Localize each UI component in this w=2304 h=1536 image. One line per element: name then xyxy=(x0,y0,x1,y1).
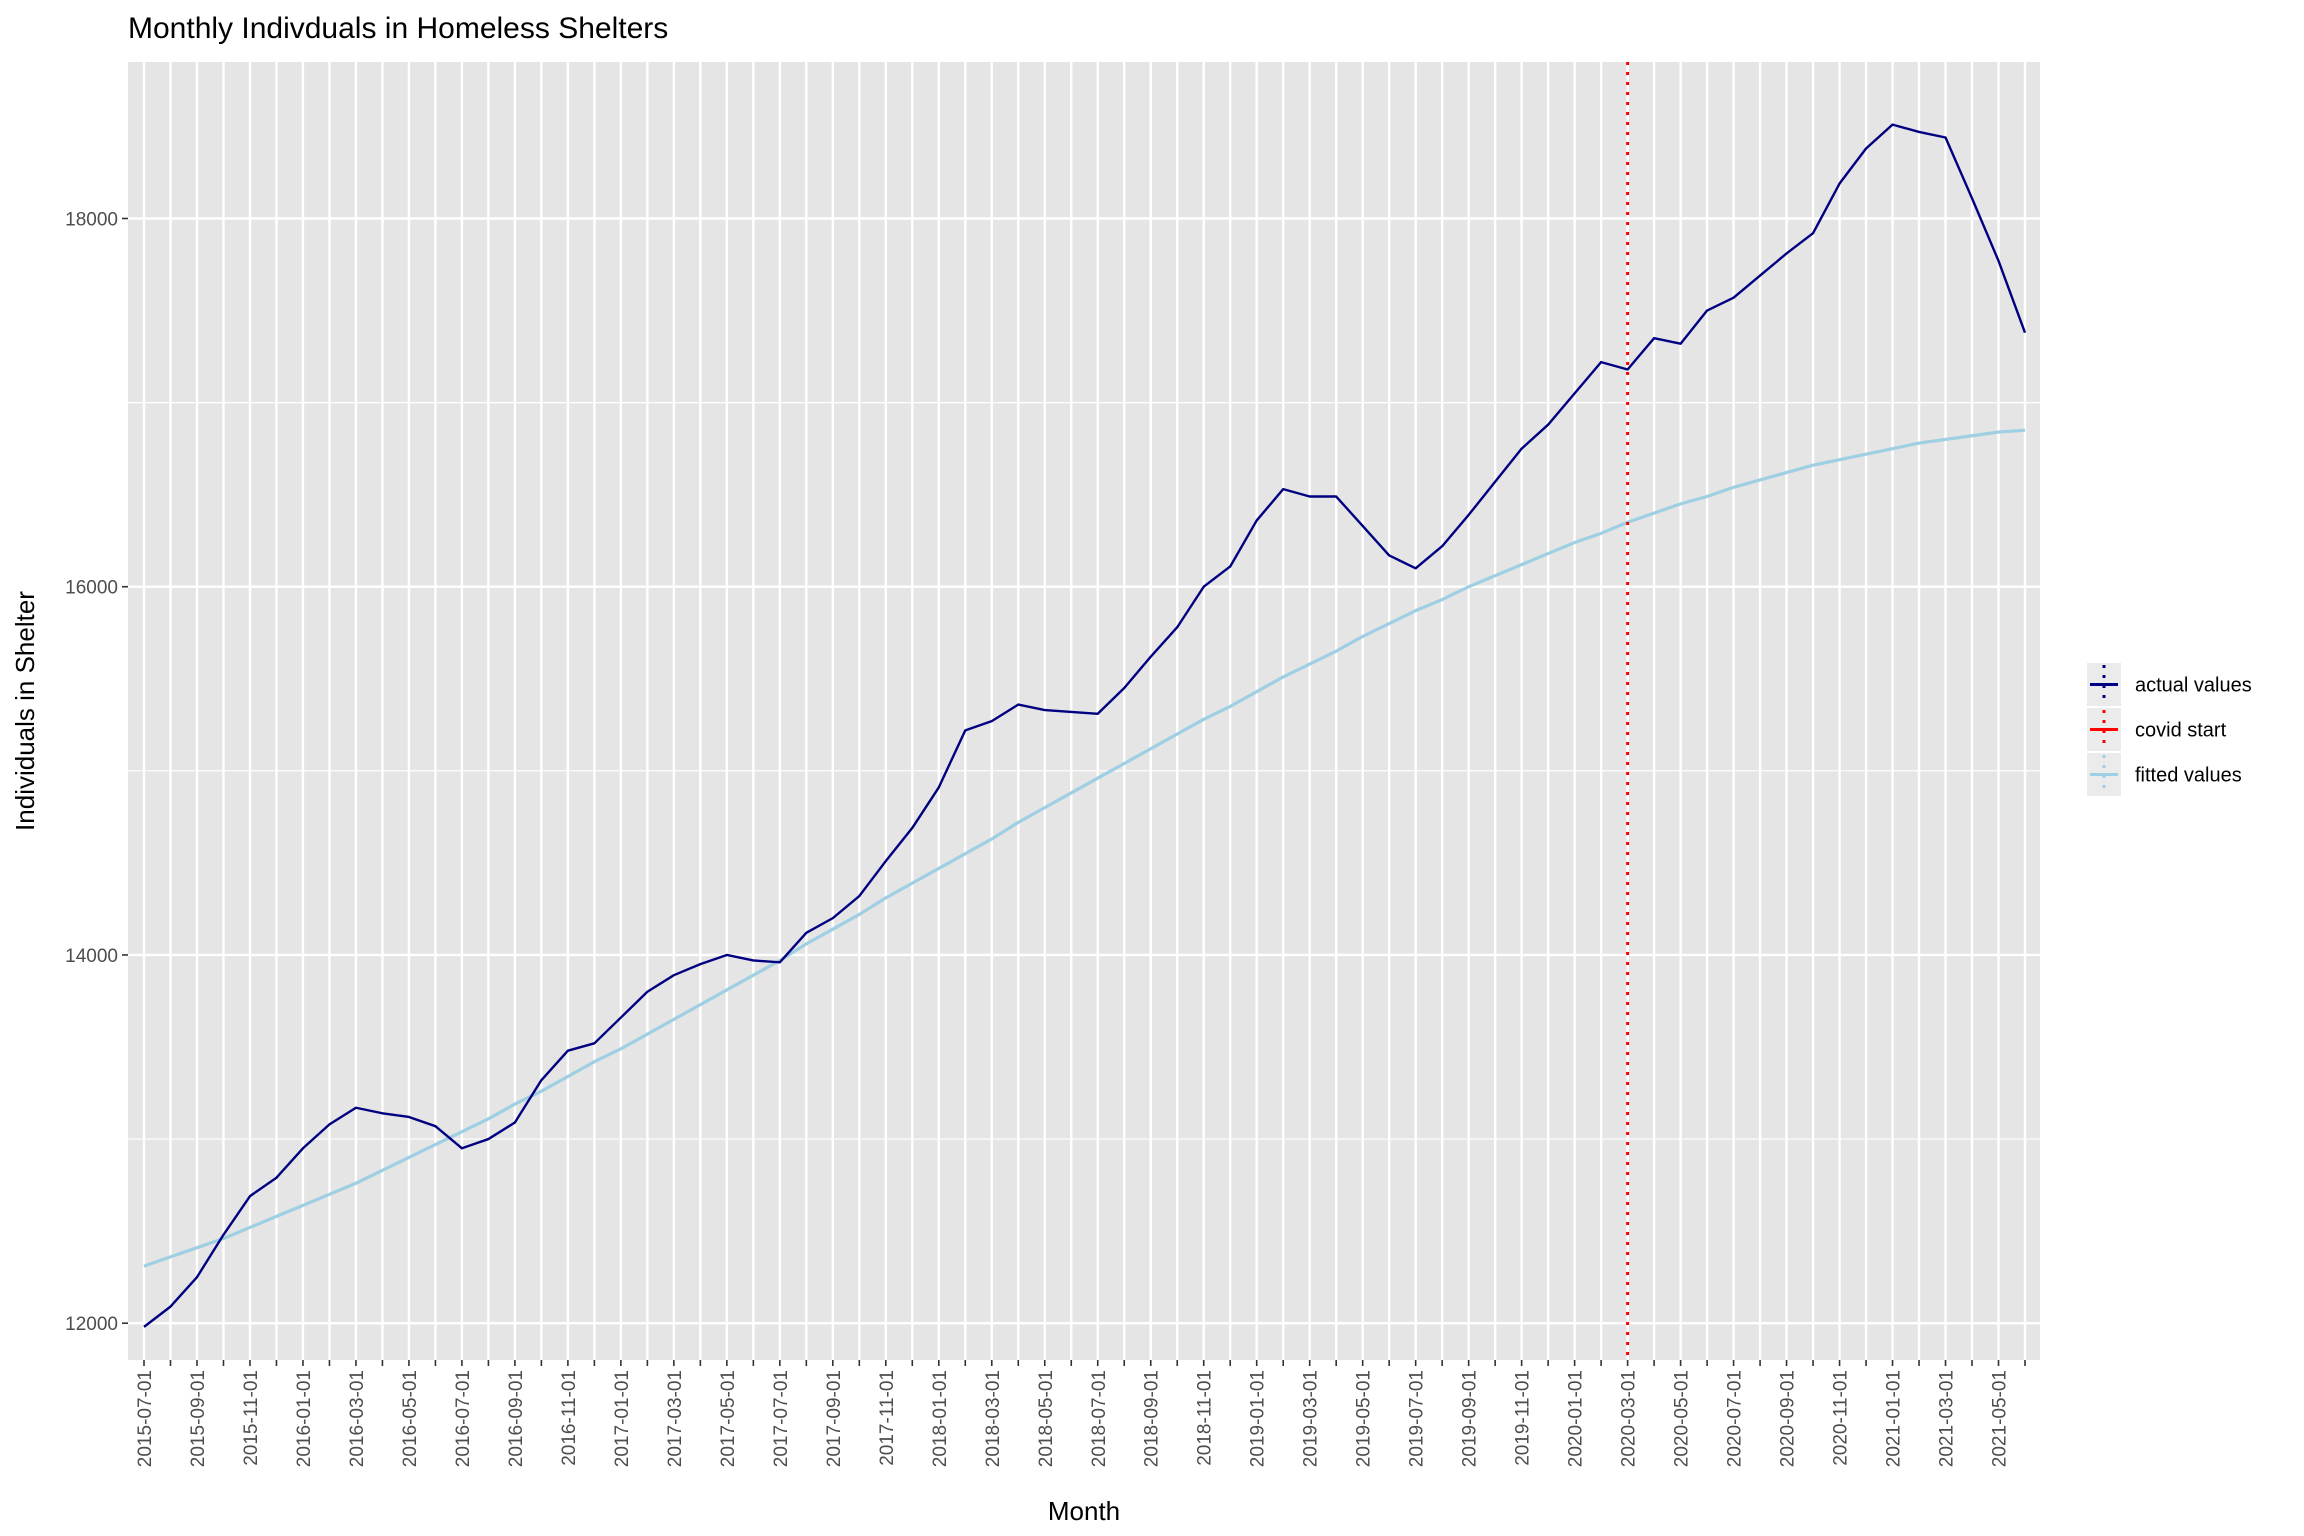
x-tick-label: 2016-11-01 xyxy=(559,1370,580,1466)
x-tick-label: 2021-03-01 xyxy=(1937,1370,1958,1467)
x-axis: 2015-07-01 2015-09-01 2015-11-01 2016-01-01… xyxy=(135,1360,2026,1467)
y-axis: 12000 14000 16000 18000 xyxy=(65,209,128,1335)
x-tick-label: 2018-11-01 xyxy=(1195,1370,1216,1466)
x-tick-label: 2020-07-01 xyxy=(1725,1370,1746,1467)
x-tick-label: 2019-01-01 xyxy=(1248,1370,1269,1467)
x-tick-label: 2016-03-01 xyxy=(347,1370,368,1467)
x-tick-label: 2016-05-01 xyxy=(400,1370,421,1467)
x-tick-label: 2016-07-01 xyxy=(453,1370,474,1467)
x-tick-label: 2018-09-01 xyxy=(1142,1370,1163,1467)
legend: actual values covid start fitted values xyxy=(2087,663,2252,796)
x-tick-label: 2017-05-01 xyxy=(718,1370,739,1467)
x-tick-label: 2018-03-01 xyxy=(983,1370,1004,1467)
x-tick-label: 2019-03-01 xyxy=(1301,1370,1322,1467)
x-tick-label: 2021-01-01 xyxy=(1884,1370,1905,1467)
legend-label: actual values xyxy=(2135,675,2252,697)
y-tick-label: 14000 xyxy=(65,946,118,967)
x-tick-label: 2020-03-01 xyxy=(1619,1370,1640,1467)
x-tick-label: 2020-09-01 xyxy=(1778,1370,1799,1467)
x-tick-label: 2018-01-01 xyxy=(930,1370,951,1467)
y-tick-label: 18000 xyxy=(65,209,118,230)
plot-panel xyxy=(128,62,2040,1360)
x-tick-label: 2018-07-01 xyxy=(1089,1370,1110,1467)
x-tick-label: 2015-07-01 xyxy=(135,1370,156,1467)
major-gridlines xyxy=(128,62,2040,1360)
x-tick-label: 2016-09-01 xyxy=(506,1370,527,1467)
x-tick-label: 2017-09-01 xyxy=(824,1370,845,1467)
x-tick-label: 2017-07-01 xyxy=(771,1370,792,1467)
x-tick-label: 2017-11-01 xyxy=(877,1370,898,1466)
x-tick-label: 2020-01-01 xyxy=(1566,1370,1587,1467)
legend-label: fitted values xyxy=(2135,765,2242,787)
x-tick-label: 2019-05-01 xyxy=(1354,1370,1375,1467)
y-tick-label: 12000 xyxy=(65,1314,118,1335)
x-axis-title: Month xyxy=(1048,1496,1120,1526)
x-tick-label: 2017-03-01 xyxy=(665,1370,686,1467)
x-tick-label: 2017-01-01 xyxy=(612,1370,633,1467)
x-tick-label: 2019-09-01 xyxy=(1460,1370,1481,1467)
chart-title: Monthly Indivduals in Homeless Shelters xyxy=(128,12,668,45)
x-tick-label: 2020-11-01 xyxy=(1831,1370,1852,1466)
x-tick-label: 2015-09-01 xyxy=(188,1370,209,1467)
x-tick-label: 2016-01-01 xyxy=(294,1370,315,1467)
x-tick-label: 2015-11-01 xyxy=(241,1370,262,1466)
legend-label: covid start xyxy=(2135,720,2227,742)
fitted-series xyxy=(143,428,2026,1268)
y-tick-label: 16000 xyxy=(65,578,118,599)
x-tick-label: 2020-05-01 xyxy=(1672,1370,1693,1467)
actual-values-line xyxy=(143,123,2027,1328)
fitted-values-line xyxy=(143,428,2026,1268)
x-tick-label: 2021-05-01 xyxy=(1990,1370,2011,1467)
x-tick-label: 2018-05-01 xyxy=(1036,1370,1057,1467)
x-tick-label: 2019-07-01 xyxy=(1407,1370,1428,1467)
y-axis-title: Individuals in Shelter xyxy=(10,591,40,831)
x-tick-label: 2019-11-01 xyxy=(1513,1370,1534,1466)
actual-series xyxy=(143,123,2027,1328)
